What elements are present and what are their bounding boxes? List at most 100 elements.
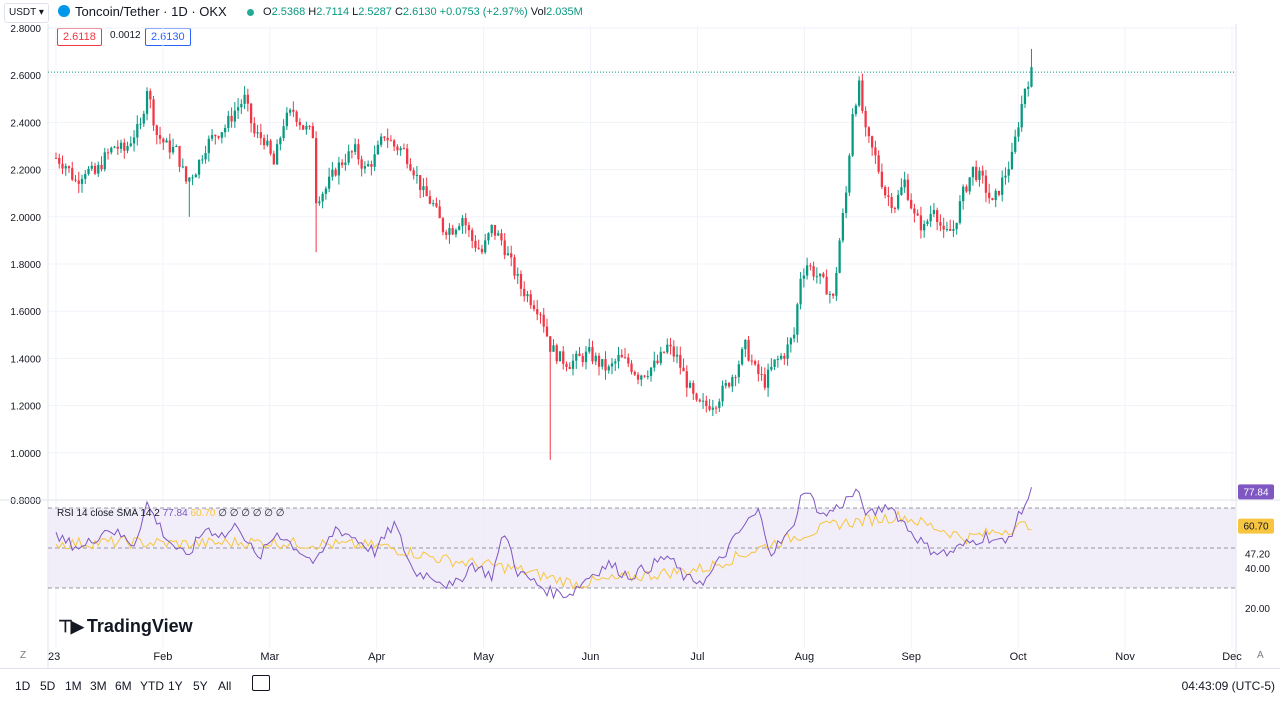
symbol-title[interactable]: Toncoin/Tether · 1D · OKX bbox=[75, 4, 227, 19]
candle-body bbox=[523, 288, 526, 297]
timeframe-all[interactable]: All bbox=[218, 679, 232, 693]
candle-body bbox=[604, 359, 607, 371]
candle bbox=[792, 327, 796, 343]
candle bbox=[77, 171, 80, 193]
date-range-icon[interactable] bbox=[252, 675, 270, 691]
candle bbox=[890, 193, 893, 214]
candle-body bbox=[314, 138, 318, 204]
candle bbox=[591, 340, 594, 365]
candle-body bbox=[532, 305, 536, 310]
candle-body bbox=[246, 94, 249, 104]
candle-body bbox=[809, 265, 812, 267]
candle-body bbox=[926, 221, 929, 225]
sma-value-badge bbox=[1238, 518, 1274, 534]
time-axis: 23 Feb Mar Apr May Jun Jul Aug Sep Oct Nov Dec bbox=[48, 651, 1242, 663]
candle-body bbox=[958, 201, 962, 223]
candle bbox=[799, 272, 802, 310]
candle bbox=[744, 339, 747, 357]
candle bbox=[438, 199, 441, 219]
candle bbox=[149, 88, 152, 109]
price-tick-label: 2.0000 bbox=[10, 213, 41, 224]
candle-body bbox=[305, 126, 308, 130]
timeframe-1m[interactable]: 1M bbox=[65, 679, 82, 693]
candle-body bbox=[884, 187, 887, 196]
candle-body bbox=[93, 165, 97, 174]
candle-body bbox=[792, 334, 796, 339]
candle bbox=[340, 159, 344, 168]
candle bbox=[451, 224, 454, 236]
rsi-value-badge bbox=[1238, 484, 1274, 500]
timeframe-5d[interactable]: 5D bbox=[40, 679, 56, 693]
candle bbox=[669, 337, 672, 355]
rsi-value-label: 77.84 bbox=[1243, 487, 1268, 498]
time-tick-label: Feb bbox=[153, 651, 172, 663]
candle-body bbox=[67, 166, 71, 169]
toncoin-icon bbox=[58, 5, 70, 17]
candle bbox=[415, 165, 419, 184]
candle-body bbox=[536, 309, 539, 315]
candle-body bbox=[552, 345, 555, 352]
time-tick-label: Aug bbox=[795, 651, 815, 663]
candle-body bbox=[142, 113, 145, 124]
time-tick-label: May bbox=[473, 651, 494, 663]
candle bbox=[136, 115, 139, 146]
candle-body bbox=[194, 174, 197, 178]
timeframe-3m[interactable]: 3M bbox=[90, 679, 107, 693]
auto-scale-button[interactable]: A bbox=[1257, 650, 1264, 661]
candle-body bbox=[337, 162, 341, 176]
candle-body bbox=[77, 180, 80, 184]
candle bbox=[454, 228, 458, 238]
candle-body bbox=[636, 374, 640, 380]
candle bbox=[181, 158, 184, 169]
candle bbox=[936, 207, 939, 231]
candle bbox=[178, 145, 181, 172]
candle-body bbox=[757, 364, 760, 374]
candle bbox=[155, 124, 158, 145]
candle-body bbox=[978, 170, 981, 180]
candle-body bbox=[210, 135, 214, 139]
candle-body bbox=[288, 109, 292, 113]
currency-selector[interactable]: USDT ▾ bbox=[4, 3, 49, 23]
candle-body bbox=[249, 103, 253, 124]
candle bbox=[594, 352, 597, 366]
rsi-pane bbox=[0, 487, 1280, 600]
candle-body bbox=[562, 351, 565, 364]
timeframe-ytd[interactable]: YTD bbox=[140, 679, 164, 693]
candle bbox=[835, 267, 838, 301]
candle bbox=[295, 110, 298, 127]
candle-body bbox=[438, 206, 441, 219]
timeframe-6m[interactable]: 6M bbox=[115, 679, 132, 693]
candle bbox=[617, 346, 620, 369]
candle bbox=[718, 398, 721, 412]
candle-body bbox=[311, 126, 315, 139]
timeframe-1y[interactable]: 1Y bbox=[168, 679, 183, 693]
candle bbox=[610, 358, 614, 375]
candle-body bbox=[614, 361, 617, 364]
close-label: C bbox=[394, 6, 403, 18]
candle bbox=[659, 346, 662, 366]
timeframe-1d[interactable]: 1D bbox=[15, 679, 31, 693]
candle bbox=[354, 138, 357, 156]
candle bbox=[565, 361, 568, 372]
timeframe-5y[interactable]: 5Y bbox=[193, 679, 208, 693]
candle-body bbox=[97, 164, 100, 174]
candle-body bbox=[74, 179, 77, 181]
candle-body bbox=[601, 359, 604, 367]
price-chart[interactable]: 2.8000 2.6000 2.4000 2.2000 2.0000 1.8000 1.60… bbox=[0, 0, 1280, 668]
candle-body bbox=[347, 151, 350, 163]
candle bbox=[152, 95, 155, 131]
candle bbox=[194, 173, 197, 178]
axis-z-button[interactable]: Z bbox=[20, 650, 27, 661]
candle bbox=[386, 128, 389, 148]
candle bbox=[679, 346, 682, 375]
sma-line bbox=[55, 509, 1032, 591]
price-tick-label: 2.8000 bbox=[10, 24, 41, 35]
candle-body bbox=[139, 123, 142, 125]
candle-body bbox=[887, 195, 890, 197]
candle-body bbox=[253, 123, 256, 134]
price-tick-label: 1.6000 bbox=[10, 307, 41, 318]
candle bbox=[975, 160, 978, 182]
candle-body bbox=[936, 210, 939, 223]
candle bbox=[848, 153, 851, 197]
candle-body bbox=[80, 178, 84, 184]
